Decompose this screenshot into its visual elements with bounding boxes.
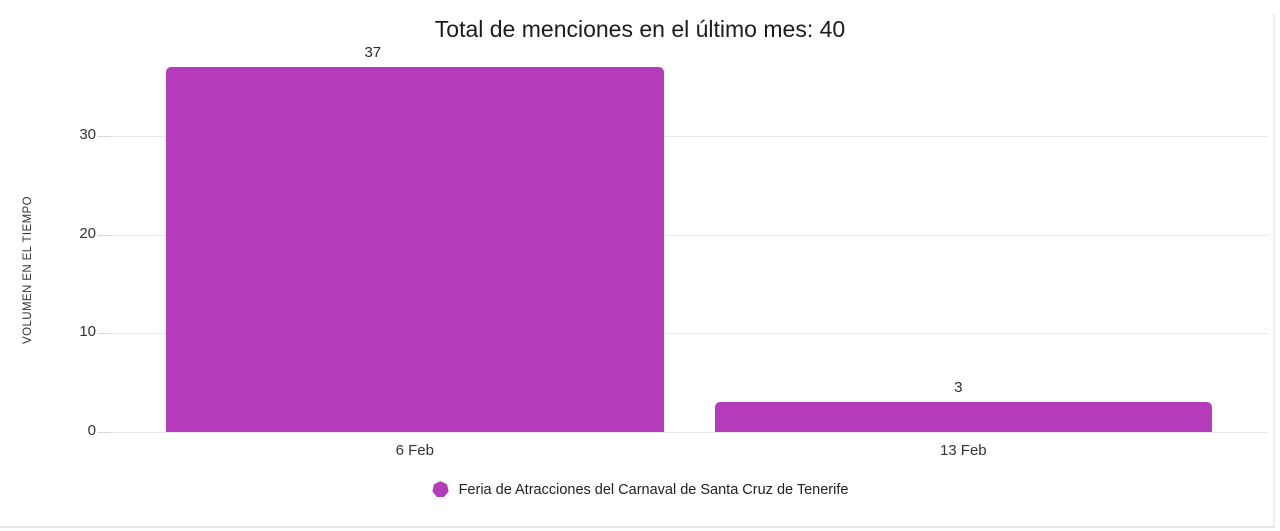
legend-item[interactable]: Feria de Atracciones del Carnaval de San… <box>432 481 849 498</box>
y-tick-mark-30 <box>98 136 110 137</box>
y-tick-label-0: 0 <box>87 422 96 439</box>
gridline-0 <box>110 432 1268 433</box>
y-tick-label-20: 20 <box>79 224 96 242</box>
gridline-20 <box>110 234 1268 236</box>
bar-value-label-6-feb: 37 <box>364 43 382 61</box>
series-marker-icon <box>432 481 449 498</box>
y-tick-mark-0 <box>98 432 110 433</box>
card-edge-right <box>1273 14 1275 527</box>
card-edge-bottom <box>0 526 1275 528</box>
bar-13-feb[interactable] <box>714 402 1212 432</box>
legend: Feria de Atracciones del Carnaval de San… <box>0 481 1280 498</box>
y-tick-mark-20 <box>98 234 110 236</box>
bar-6-feb[interactable] <box>166 66 664 432</box>
y-tick-mark-10 <box>98 333 110 335</box>
bar-value-label-13-feb: 3 <box>954 379 963 397</box>
chart-title: Total de menciones en el último mes: 40 <box>434 16 846 42</box>
y-tick-label-30: 30 <box>79 126 96 143</box>
y-tick-label-10: 10 <box>79 323 96 341</box>
x-tick-label-6-feb: 6 Feb <box>395 442 434 459</box>
legend-label: Feria de Atracciones del Carnaval de San… <box>458 481 849 498</box>
x-tick-label-13-feb: 13 Feb <box>939 442 987 459</box>
y-axis-label: VOLUMEN EN EL TIEMPO <box>22 196 34 344</box>
gridline-30 <box>110 136 1268 137</box>
gridline-10 <box>110 333 1268 335</box>
